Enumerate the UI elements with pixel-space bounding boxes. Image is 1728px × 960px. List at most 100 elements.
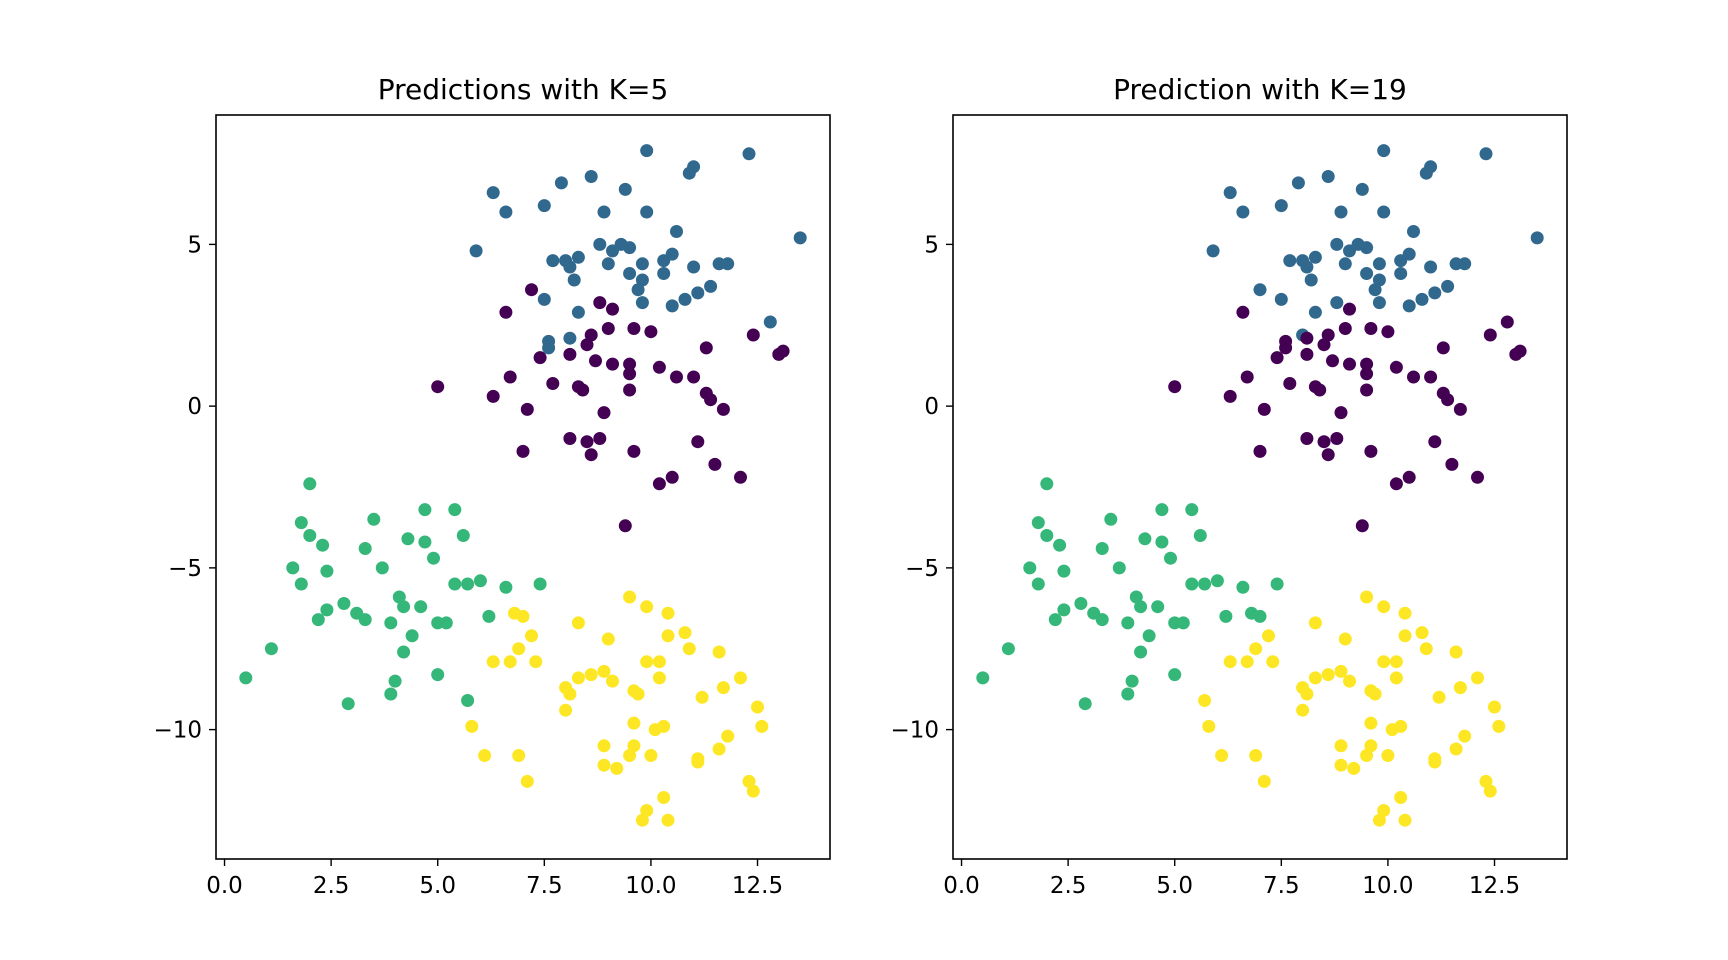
data-point-class-0 <box>584 328 598 342</box>
data-point-class-2 <box>1125 674 1139 688</box>
y-tick-label: −5 <box>168 556 202 582</box>
data-point-class-2 <box>448 577 462 591</box>
data-point-class-0 <box>1270 351 1284 365</box>
data-point-class-2 <box>414 600 428 614</box>
data-point-class-1 <box>1236 205 1250 219</box>
data-point-class-3 <box>1488 700 1501 714</box>
data-point-class-1 <box>1321 170 1335 183</box>
data-point-class-3 <box>512 749 526 762</box>
data-point-class-0 <box>1500 315 1514 329</box>
data-point-class-0 <box>601 322 615 335</box>
data-point-class-1 <box>1330 237 1344 251</box>
data-point-class-2 <box>1155 535 1169 549</box>
data-point-class-3 <box>627 739 641 753</box>
data-point-class-1 <box>1372 273 1386 287</box>
data-point-class-0 <box>503 370 517 384</box>
data-point-class-3 <box>610 761 624 775</box>
data-point-class-0 <box>644 325 658 339</box>
data-point-class-3 <box>691 755 705 769</box>
data-point-class-2 <box>439 616 453 630</box>
data-point-class-3 <box>721 729 735 743</box>
data-point-class-2 <box>1164 551 1177 565</box>
data-point-class-1 <box>597 205 611 219</box>
data-point-class-3 <box>1334 664 1348 678</box>
data-point-class-0 <box>1300 347 1314 361</box>
data-point-class-3 <box>1343 674 1356 688</box>
data-point-class-2 <box>1031 516 1045 530</box>
data-point-class-3 <box>525 629 538 643</box>
data-point-class-2 <box>1168 668 1182 682</box>
data-point-class-1 <box>704 279 718 293</box>
data-point-class-0 <box>1240 370 1254 384</box>
data-point-class-2 <box>1193 529 1207 542</box>
data-point-class-1 <box>678 292 692 306</box>
subplot-k19: 0.0 2.5 5.0 7.5 10.0 12.5 5 0 −5 −10 Prediction wi… <box>890 73 1568 899</box>
data-point-class-3 <box>571 671 585 685</box>
subplot-k5: 0.0 2.5 5.0 7.5 10.0 12.5 5 0 −5 −10 Predictions w… <box>153 73 831 899</box>
data-point-class-0 <box>589 354 602 368</box>
data-point-class-0 <box>627 322 641 335</box>
data-point-class-0 <box>618 519 632 533</box>
data-point-class-3 <box>1249 642 1263 656</box>
data-point-class-1 <box>635 273 649 287</box>
data-point-class-3 <box>486 655 500 669</box>
data-point-class-3 <box>1398 629 1412 643</box>
data-point-class-2 <box>392 590 406 604</box>
data-point-class-2 <box>264 642 278 656</box>
data-point-class-1 <box>1415 292 1429 306</box>
data-point-class-1 <box>542 341 556 355</box>
data-point-class-0 <box>687 370 701 384</box>
data-point-class-3 <box>1262 629 1275 643</box>
data-point-class-1 <box>1377 144 1391 158</box>
data-point-class-2 <box>401 532 415 546</box>
data-point-class-1 <box>1458 257 1472 271</box>
data-point-class-3 <box>1368 687 1382 701</box>
data-point-class-2 <box>388 674 402 688</box>
data-point-class-0 <box>516 444 530 458</box>
data-point-class-3 <box>1377 804 1391 817</box>
data-point-class-0 <box>1471 470 1484 484</box>
data-point-class-2 <box>1031 577 1045 591</box>
data-point-class-2 <box>1078 697 1092 711</box>
data-point-class-0 <box>520 402 534 416</box>
data-point-class-0 <box>776 344 790 358</box>
data-point-class-2 <box>375 561 389 575</box>
data-point-class-1 <box>687 260 701 274</box>
data-point-class-2 <box>320 603 334 617</box>
data-point-class-0 <box>1236 305 1250 319</box>
data-point-class-0 <box>1424 370 1438 384</box>
data-point-class-0 <box>1441 393 1455 407</box>
data-point-class-1 <box>571 250 585 264</box>
data-point-class-3 <box>1334 739 1348 753</box>
data-point-class-3 <box>1419 642 1433 656</box>
data-point-class-1 <box>537 292 551 306</box>
data-point-class-3 <box>1394 791 1408 804</box>
data-point-class-0 <box>623 357 637 371</box>
data-point-class-1 <box>571 305 585 319</box>
data-point-class-3 <box>623 749 637 762</box>
data-point-class-1 <box>691 286 705 300</box>
data-point-class-3 <box>465 719 479 733</box>
data-point-class-1 <box>618 182 632 196</box>
data-point-class-2 <box>456 529 470 542</box>
data-point-class-1 <box>563 260 577 274</box>
data-point-class-2 <box>1104 512 1118 526</box>
data-point-class-1 <box>499 205 513 219</box>
data-point-class-2 <box>397 645 411 659</box>
data-point-class-0 <box>525 283 538 297</box>
data-point-class-0 <box>1313 383 1327 397</box>
data-point-class-3 <box>1360 590 1374 604</box>
data-point-class-1 <box>1407 225 1420 238</box>
data-point-class-3 <box>1360 749 1374 762</box>
data-point-class-0 <box>652 360 666 374</box>
data-point-class-3 <box>1257 774 1271 788</box>
data-point-class-1 <box>601 257 615 271</box>
data-point-class-3 <box>1266 655 1280 669</box>
x-tick-label: 10.0 <box>1362 873 1413 899</box>
data-point-class-0 <box>584 448 598 462</box>
y-tick-label: −10 <box>890 718 939 744</box>
data-point-class-1 <box>1419 166 1433 180</box>
data-point-class-2 <box>367 512 381 526</box>
data-point-class-1 <box>486 186 500 200</box>
